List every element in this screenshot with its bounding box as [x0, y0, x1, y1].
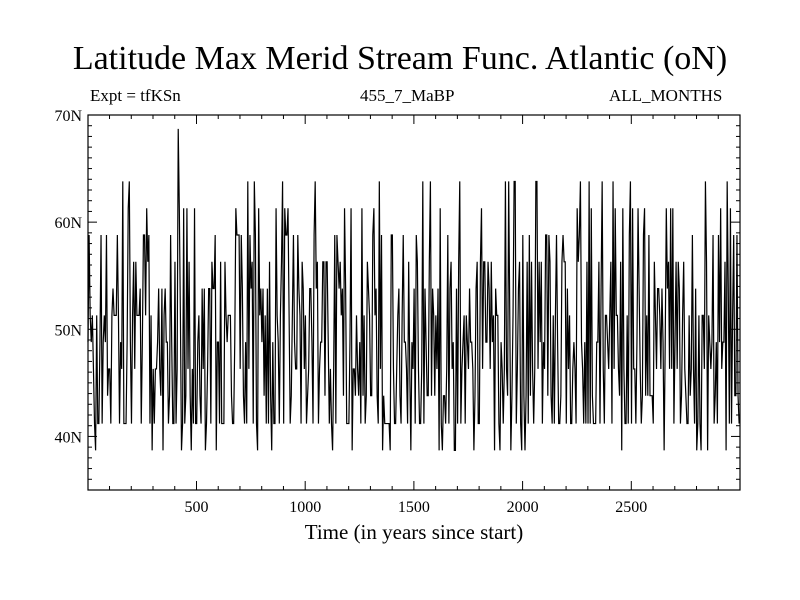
x-tick-label: 2000: [507, 499, 539, 516]
data-series-line: [87, 128, 740, 451]
x-axis-label: Time (in years since start): [304, 520, 524, 544]
x-tick-label: 1500: [398, 499, 430, 516]
experiment-label: Expt = tfKSn: [90, 86, 181, 105]
run-label: 455_7_MaBP: [360, 86, 455, 105]
x-tick-label: 2500: [615, 499, 647, 516]
x-tick-label: 1000: [289, 499, 321, 516]
y-tick-label: 50N: [54, 322, 82, 339]
y-tick-label: 60N: [54, 215, 82, 232]
y-tick-label: 40N: [54, 429, 82, 446]
season-label: ALL_MONTHS: [609, 86, 723, 105]
y-tick-label: 70N: [54, 108, 82, 125]
x-tick-label: 500: [184, 499, 208, 516]
chart-title: Latitude Max Merid Stream Func. Atlantic…: [72, 40, 728, 77]
